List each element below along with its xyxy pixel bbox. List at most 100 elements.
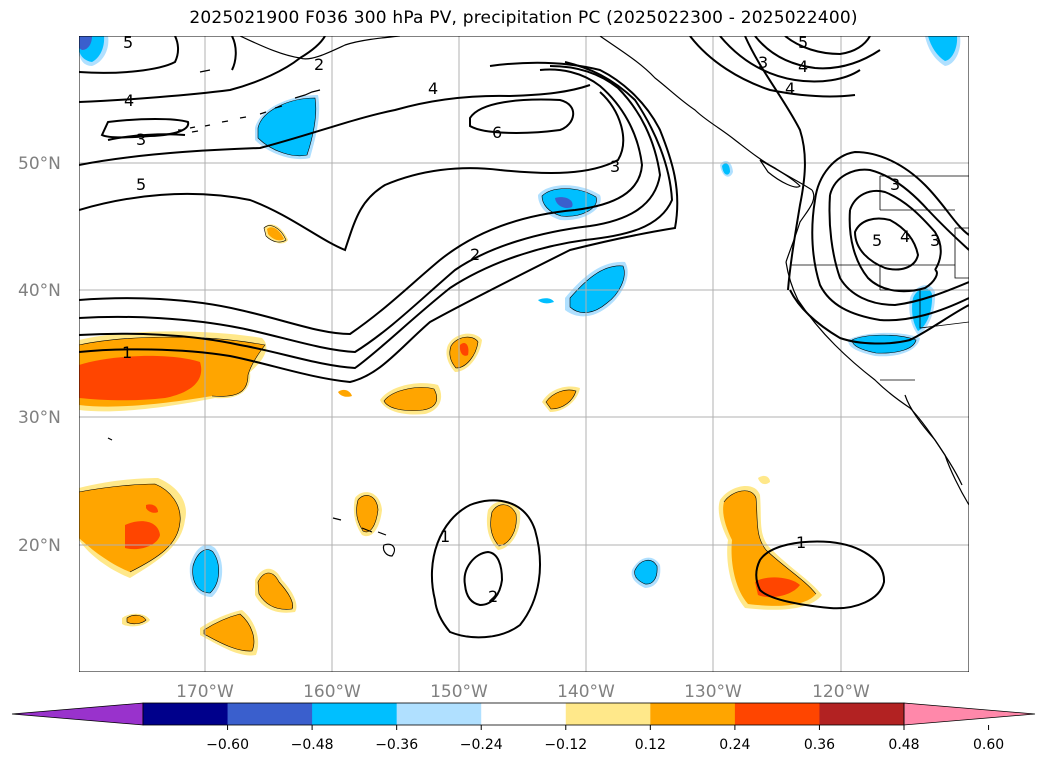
canada-coastline xyxy=(785,189,815,263)
contour-label: 2 xyxy=(488,587,498,606)
pv-contour-6 xyxy=(79,84,591,166)
pv-contour-27 xyxy=(463,550,504,607)
precip-negative-area xyxy=(912,288,933,331)
precip-negative-area xyxy=(258,98,316,156)
lon-label: 130°W xyxy=(684,682,742,702)
baja-peninsula xyxy=(904,394,963,486)
pv-contour-23 xyxy=(849,190,942,271)
contour-label: 5 xyxy=(798,33,808,52)
precip-positive-area xyxy=(204,614,254,652)
colorbar-tick-label: 0.60 xyxy=(973,737,1004,753)
precip-negative-area xyxy=(192,549,219,593)
pv-contour-13 xyxy=(689,36,856,98)
lon-label: 160°W xyxy=(303,682,361,702)
pv-contour-4 xyxy=(79,68,644,336)
alaska-islands xyxy=(107,69,211,441)
precip-negative-area xyxy=(928,36,958,61)
lon-label: 150°W xyxy=(430,682,488,702)
precip-positive-area xyxy=(125,521,160,550)
colorbar-segments xyxy=(143,703,905,725)
pv-contour-2 xyxy=(79,61,674,370)
contour-label: 4 xyxy=(428,79,438,98)
hawaii-islands xyxy=(332,517,396,557)
colorbar-tick-label: 0.12 xyxy=(635,737,666,753)
colorbar-segment xyxy=(143,703,229,725)
contour-label: 4 xyxy=(785,79,795,98)
colorbar-segment xyxy=(819,703,905,725)
pv-contour-21 xyxy=(829,168,969,251)
contour-label: 3 xyxy=(930,231,940,250)
aleutian-islands xyxy=(178,89,321,131)
contour-label: 2 xyxy=(470,245,480,264)
coastlines xyxy=(107,36,969,557)
colorbar-segment xyxy=(650,703,736,725)
precip-positive-area xyxy=(723,490,816,606)
pv-contour-5 xyxy=(79,91,625,252)
pv-contour-9 xyxy=(231,36,237,71)
precip-negative-area xyxy=(79,36,92,50)
precip-negative-area xyxy=(570,265,625,313)
contour-label: 4 xyxy=(124,91,134,110)
lat-label: 50°N xyxy=(18,154,61,174)
colorbar-tick-label: 0.36 xyxy=(804,737,835,753)
precip-positive-area xyxy=(459,343,469,356)
pv-contour-10 xyxy=(100,118,190,139)
precip-positive-area xyxy=(258,573,293,610)
contour-label: 4 xyxy=(798,57,808,76)
pv-contour-18 xyxy=(789,289,969,345)
precip-shading xyxy=(79,36,961,656)
pv-contour-20 xyxy=(811,199,969,322)
gridlines xyxy=(79,36,969,672)
contour-label: 1 xyxy=(796,533,806,552)
pv-contour-28 xyxy=(755,540,886,610)
vancouver-island xyxy=(759,159,801,188)
precip-negative-area xyxy=(722,163,730,175)
colorbar-segment xyxy=(312,703,398,725)
precip-positive-area xyxy=(338,389,352,397)
pv-contour-17 xyxy=(744,36,806,291)
pv-contour-24 xyxy=(848,209,938,293)
precip-positive-area xyxy=(127,615,146,624)
lat-label: 40°N xyxy=(18,281,61,301)
contour-label: 5 xyxy=(872,231,882,250)
pv-contour-12 xyxy=(469,98,575,134)
precip-positive-area xyxy=(755,577,800,598)
colorbar-segment xyxy=(227,703,313,725)
pv-contour-1-southwest xyxy=(79,61,679,384)
contour-label: 4 xyxy=(900,227,910,246)
colorbar-extend-left xyxy=(11,702,144,726)
contour-label: 3 xyxy=(610,157,620,176)
precip-positive-area xyxy=(356,495,378,532)
chart-title: 2025021900 F036 300 hPa PV, precipitatio… xyxy=(189,8,858,28)
precip-positive-area xyxy=(384,387,437,411)
precip-negative-area xyxy=(555,197,573,208)
precip-negative-area xyxy=(634,560,658,585)
lon-label: 170°W xyxy=(176,682,234,702)
pv-contour-labels: 5 4 3 5 2 4 6 3 2 1 3 4 5 4 3 5 4 3 1 2 … xyxy=(122,33,940,606)
contour-label: 3 xyxy=(136,130,146,149)
pv-contour-8 xyxy=(79,36,179,74)
colorbar: −0.60 −0.48 −0.36 −0.24 −0.12 0.12 0.24 0.36 0.4… xyxy=(11,702,1036,753)
precip-positive-area xyxy=(267,227,284,241)
contour-label: 2 xyxy=(314,55,324,74)
contour-label: 1 xyxy=(122,343,132,362)
colorbar-segment xyxy=(396,703,482,725)
precip-positive-area xyxy=(146,504,158,513)
precip-positive-area xyxy=(758,475,770,485)
contour-label: 3 xyxy=(758,53,768,72)
pv-contour-22 xyxy=(828,194,969,307)
colorbar-tick-label: 0.48 xyxy=(888,737,919,753)
lat-label: 20°N xyxy=(18,536,61,556)
pv-contour-19 xyxy=(814,150,969,236)
colorbar-segment xyxy=(565,703,651,725)
contour-label: 1 xyxy=(440,527,450,546)
colorbar-tick-label: −0.24 xyxy=(460,737,503,753)
colorbar-extend-right xyxy=(903,702,1036,726)
precip-positive-area xyxy=(79,355,202,401)
contour-label: 3 xyxy=(890,175,900,194)
contour-label: 6 xyxy=(492,123,502,142)
latitude-labels: 50°N 40°N 30°N 20°N xyxy=(18,154,61,556)
colorbar-tick-label: −0.12 xyxy=(544,737,587,753)
lon-label: 140°W xyxy=(557,682,615,702)
